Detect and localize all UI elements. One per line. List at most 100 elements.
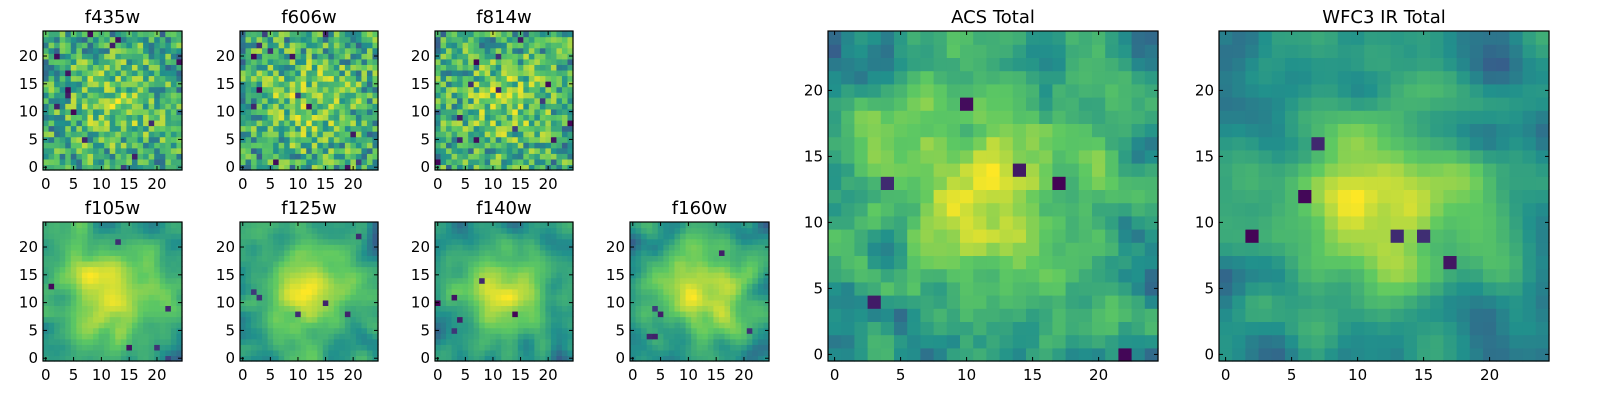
heatmap-cell bbox=[306, 244, 313, 251]
heatmap-cell bbox=[76, 349, 83, 357]
heatmap-cell bbox=[550, 222, 558, 229]
heatmap-cell bbox=[534, 142, 541, 149]
heatmap-cell bbox=[350, 349, 357, 357]
heatmap-cell bbox=[170, 294, 178, 301]
heatmap-cell bbox=[355, 310, 363, 318]
heatmap-cell bbox=[484, 338, 491, 345]
heatmap-cell bbox=[361, 69, 368, 77]
heatmap-cell bbox=[328, 119, 335, 127]
heatmap-cell bbox=[262, 338, 269, 345]
heatmap-cell bbox=[652, 327, 659, 334]
heatmap-cell bbox=[1078, 308, 1093, 322]
heatmap-cell bbox=[245, 153, 252, 160]
heatmap-cell bbox=[534, 69, 541, 77]
heatmap-cell bbox=[251, 272, 258, 279]
heatmap-cell bbox=[104, 238, 111, 245]
heatmap-cell bbox=[960, 255, 974, 270]
heatmap-cell bbox=[148, 255, 155, 262]
heatmap-cell bbox=[278, 47, 285, 54]
heatmap-cell bbox=[143, 299, 150, 306]
heatmap-cell bbox=[289, 260, 296, 268]
heatmap-cell bbox=[170, 69, 178, 77]
heatmap-cell bbox=[87, 272, 94, 279]
heatmap-cell bbox=[484, 97, 491, 104]
heatmap-cell bbox=[115, 272, 122, 279]
heatmap-cell bbox=[87, 233, 94, 240]
heatmap-cell bbox=[372, 333, 379, 340]
heatmap-cell bbox=[322, 294, 329, 301]
heatmap-cell bbox=[300, 277, 307, 284]
heatmap-cell bbox=[104, 164, 111, 171]
heatmap-cell bbox=[311, 114, 318, 121]
heatmap-cell bbox=[718, 233, 726, 240]
heatmap-cell bbox=[479, 75, 486, 82]
heatmap-cell bbox=[317, 294, 324, 301]
heatmap-cell bbox=[54, 164, 61, 171]
heatmap-cell bbox=[1105, 308, 1119, 322]
heatmap-cell bbox=[339, 47, 346, 54]
heatmap-cell bbox=[240, 333, 247, 340]
heatmap-cell bbox=[317, 333, 324, 340]
heatmap-cell bbox=[696, 227, 703, 234]
heatmap-cell bbox=[1065, 281, 1080, 296]
heatmap-cell bbox=[104, 158, 111, 166]
heatmap-cell bbox=[468, 75, 475, 82]
heatmap-cell bbox=[115, 69, 122, 77]
heatmap-cell bbox=[1026, 334, 1040, 349]
heatmap-cell bbox=[707, 238, 714, 245]
heatmap-cell bbox=[501, 316, 508, 323]
heatmap-cell bbox=[93, 114, 100, 121]
heatmap-cell bbox=[322, 64, 329, 71]
heatmap-cell bbox=[440, 147, 447, 154]
heatmap-cell bbox=[641, 227, 648, 234]
heatmap-cell bbox=[273, 153, 280, 160]
heatmap-cell bbox=[115, 333, 122, 340]
heatmap-cell bbox=[284, 75, 291, 82]
heatmap-cell bbox=[48, 36, 55, 43]
heatmap-cell bbox=[484, 69, 491, 77]
heatmap-cell bbox=[663, 305, 670, 312]
heatmap-cell bbox=[120, 92, 127, 99]
heatmap-cell bbox=[718, 344, 726, 351]
heatmap-cell bbox=[730, 266, 737, 273]
heatmap-cell bbox=[251, 277, 258, 284]
heatmap-cell bbox=[973, 242, 987, 256]
heatmap-cell bbox=[109, 260, 116, 268]
heatmap-cell bbox=[306, 114, 313, 121]
heatmap-cell bbox=[366, 344, 374, 351]
heatmap-cell bbox=[54, 119, 61, 127]
heatmap-cell bbox=[273, 299, 280, 306]
heatmap-cell bbox=[300, 131, 307, 138]
heatmap-cell bbox=[468, 322, 475, 329]
heatmap-cell bbox=[87, 42, 94, 49]
heatmap-cell bbox=[93, 58, 100, 65]
heatmap-cell bbox=[462, 227, 469, 234]
heatmap-cell bbox=[366, 222, 374, 229]
heatmap-cell bbox=[1039, 242, 1053, 256]
heatmap-cell bbox=[70, 103, 77, 110]
heatmap-cell bbox=[262, 316, 269, 323]
heatmap-cell bbox=[267, 92, 274, 99]
heatmap-cell bbox=[65, 86, 72, 93]
heatmap-cell bbox=[506, 299, 513, 306]
heatmap-cell bbox=[295, 158, 302, 166]
heatmap-cell bbox=[534, 58, 541, 65]
heatmap-cell bbox=[284, 238, 291, 245]
heatmap-cell bbox=[126, 255, 133, 262]
heatmap-cell bbox=[724, 260, 731, 268]
heatmap-cell bbox=[691, 327, 698, 334]
heatmap-cell bbox=[81, 69, 89, 77]
heatmap-cell bbox=[295, 322, 302, 329]
heatmap-cell bbox=[81, 260, 89, 268]
heatmap-cell bbox=[300, 103, 307, 110]
heatmap-cell bbox=[372, 305, 379, 312]
heatmap-cell bbox=[457, 125, 464, 132]
heatmap-cell bbox=[76, 283, 83, 290]
heatmap-cell bbox=[48, 305, 55, 312]
heatmap-cell bbox=[148, 125, 155, 132]
heatmap-cell bbox=[98, 147, 105, 154]
heatmap-cell bbox=[986, 334, 1001, 349]
heatmap-cell bbox=[490, 125, 497, 132]
heatmap-cell bbox=[763, 333, 770, 340]
heatmap-cell bbox=[350, 92, 357, 99]
